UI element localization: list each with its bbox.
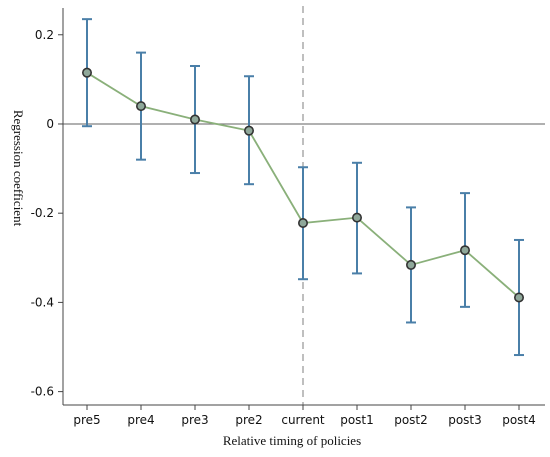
y-tick-label: -0.2 <box>31 206 54 220</box>
data-point <box>190 114 201 125</box>
data-point <box>297 218 308 229</box>
data-point <box>513 292 524 303</box>
y-axis-label: Regression coefficient <box>11 110 26 227</box>
data-point <box>405 259 416 270</box>
x-tick-label: post2 <box>394 413 428 427</box>
x-tick-label: pre5 <box>73 413 100 427</box>
y-tick-label: 0 <box>46 117 54 131</box>
data-point <box>351 212 362 223</box>
x-tick-label: post1 <box>340 413 374 427</box>
x-axis-label: Relative timing of policies <box>223 433 361 448</box>
data-point <box>82 67 93 78</box>
data-point <box>136 101 147 112</box>
y-tick-label: -0.6 <box>31 385 54 399</box>
x-tick-label: pre3 <box>181 413 208 427</box>
x-tick-label: pre4 <box>127 413 154 427</box>
data-point <box>459 245 470 256</box>
x-tick-label: pre2 <box>235 413 262 427</box>
x-tick-label: post3 <box>448 413 482 427</box>
x-tick-label: post4 <box>502 413 536 427</box>
y-tick-label: 0.2 <box>35 28 54 42</box>
data-point <box>244 125 255 136</box>
y-tick-label: -0.4 <box>31 295 54 309</box>
x-tick-label: current <box>281 413 325 427</box>
